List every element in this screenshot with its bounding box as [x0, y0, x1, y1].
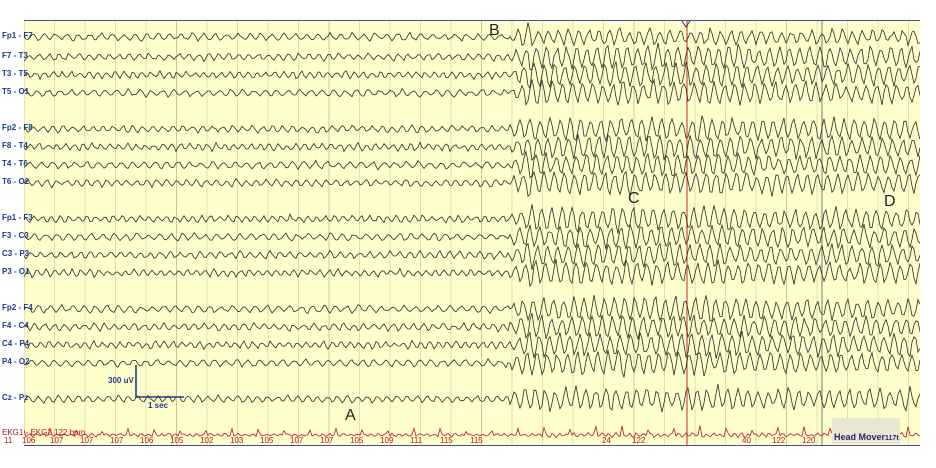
channel-label: T4 - T6 [2, 159, 28, 168]
eeg-trace [24, 204, 920, 234]
channel-label: C3 - P3 [2, 249, 30, 258]
bpm-value: 11 [4, 436, 13, 445]
event-label-suffix: 117t [885, 435, 899, 442]
eeg-trace [24, 170, 920, 198]
eeg-trace [24, 22, 920, 48]
bpm-value: 105 [350, 436, 364, 445]
eeg-trace [24, 223, 920, 250]
bpm-value: 105 [170, 436, 184, 445]
ekg-trace [24, 425, 920, 439]
channel-label: F7 - T3 [2, 51, 28, 60]
event-annotation-label[interactable]: Head Mover117t [834, 432, 899, 442]
channel-label: Fp1 - F7 [2, 31, 33, 40]
bpm-value: 107 [290, 436, 304, 445]
bpm-value: 115 [470, 436, 483, 445]
bpm-value: 107 [50, 436, 64, 445]
channel-label: F3 - C3 [2, 231, 29, 240]
channel-label: C4 - P4 [2, 339, 30, 348]
channel-label: T5 - O1 [2, 87, 30, 96]
channel-label: F8 - T4 [2, 141, 28, 150]
channel-label: P3 - O1 [2, 267, 30, 276]
bpm-value: 107 [110, 436, 124, 445]
eeg-trace [24, 78, 920, 107]
eeg-trace [24, 312, 920, 340]
channel-label: T3 - T5 [2, 69, 28, 78]
amplitude-scale-label: 300 uV [108, 376, 134, 385]
top-marker-icon [681, 21, 691, 28]
bpm-value: 105 [260, 436, 274, 445]
eeg-trace [24, 115, 920, 143]
channel-label: Fp2 - F8 [2, 123, 33, 132]
eeg-trace [24, 294, 920, 322]
eeg-trace [24, 134, 920, 162]
time-scale-label: 1 sec [148, 401, 169, 410]
bpm-value: 103 [230, 436, 244, 445]
event-annotation-box[interactable] [832, 418, 900, 444]
bpm-value: 115 [440, 436, 453, 445]
eeg-trace [24, 258, 920, 288]
bpm-value: 106 [140, 436, 154, 445]
marker-b: B [489, 22, 500, 39]
eeg-trace [24, 61, 920, 90]
bpm-value: 40 [742, 436, 751, 445]
marker-c: C [628, 190, 640, 207]
marker-d: D [884, 193, 896, 210]
scale-bar [135, 365, 184, 398]
eeg-traces [24, 21, 920, 445]
event-label-text: Head Mover [834, 432, 886, 442]
eeg-trace [24, 384, 920, 413]
bpm-value: 102 [200, 436, 214, 445]
eeg-trace [24, 330, 920, 359]
bpm-value: 122 [632, 436, 646, 445]
channel-label: T6 - O2 [2, 177, 30, 186]
bpm-value: 111 [410, 436, 423, 445]
eeg-trace [24, 150, 920, 179]
channel-label: Fp2 - F4 [2, 303, 33, 312]
bpm-value: 24 [602, 436, 611, 445]
ekg-channel-label: EKG1 - EKG2 122 bpm [2, 428, 86, 437]
channel-label: Cz - Pz [2, 393, 29, 402]
bpm-value: 107 [80, 436, 94, 445]
channel-label: F4 - C4 [2, 321, 29, 330]
bpm-value: 107 [320, 436, 334, 445]
eeg-trace [24, 42, 920, 71]
channel-label: P4 - O2 [2, 357, 30, 366]
bpm-value: 120 [802, 436, 816, 445]
marker-a: A [345, 407, 356, 424]
channel-label: Fp1 - F3 [2, 213, 33, 222]
eeg-trace [24, 349, 920, 378]
eeg-trace-panel[interactable] [24, 20, 920, 446]
bpm-value: 122 [772, 436, 786, 445]
bpm-value: 109 [380, 436, 394, 445]
bpm-value: 106 [22, 436, 36, 445]
panel-background [24, 21, 920, 445]
eeg-trace [24, 241, 920, 270]
